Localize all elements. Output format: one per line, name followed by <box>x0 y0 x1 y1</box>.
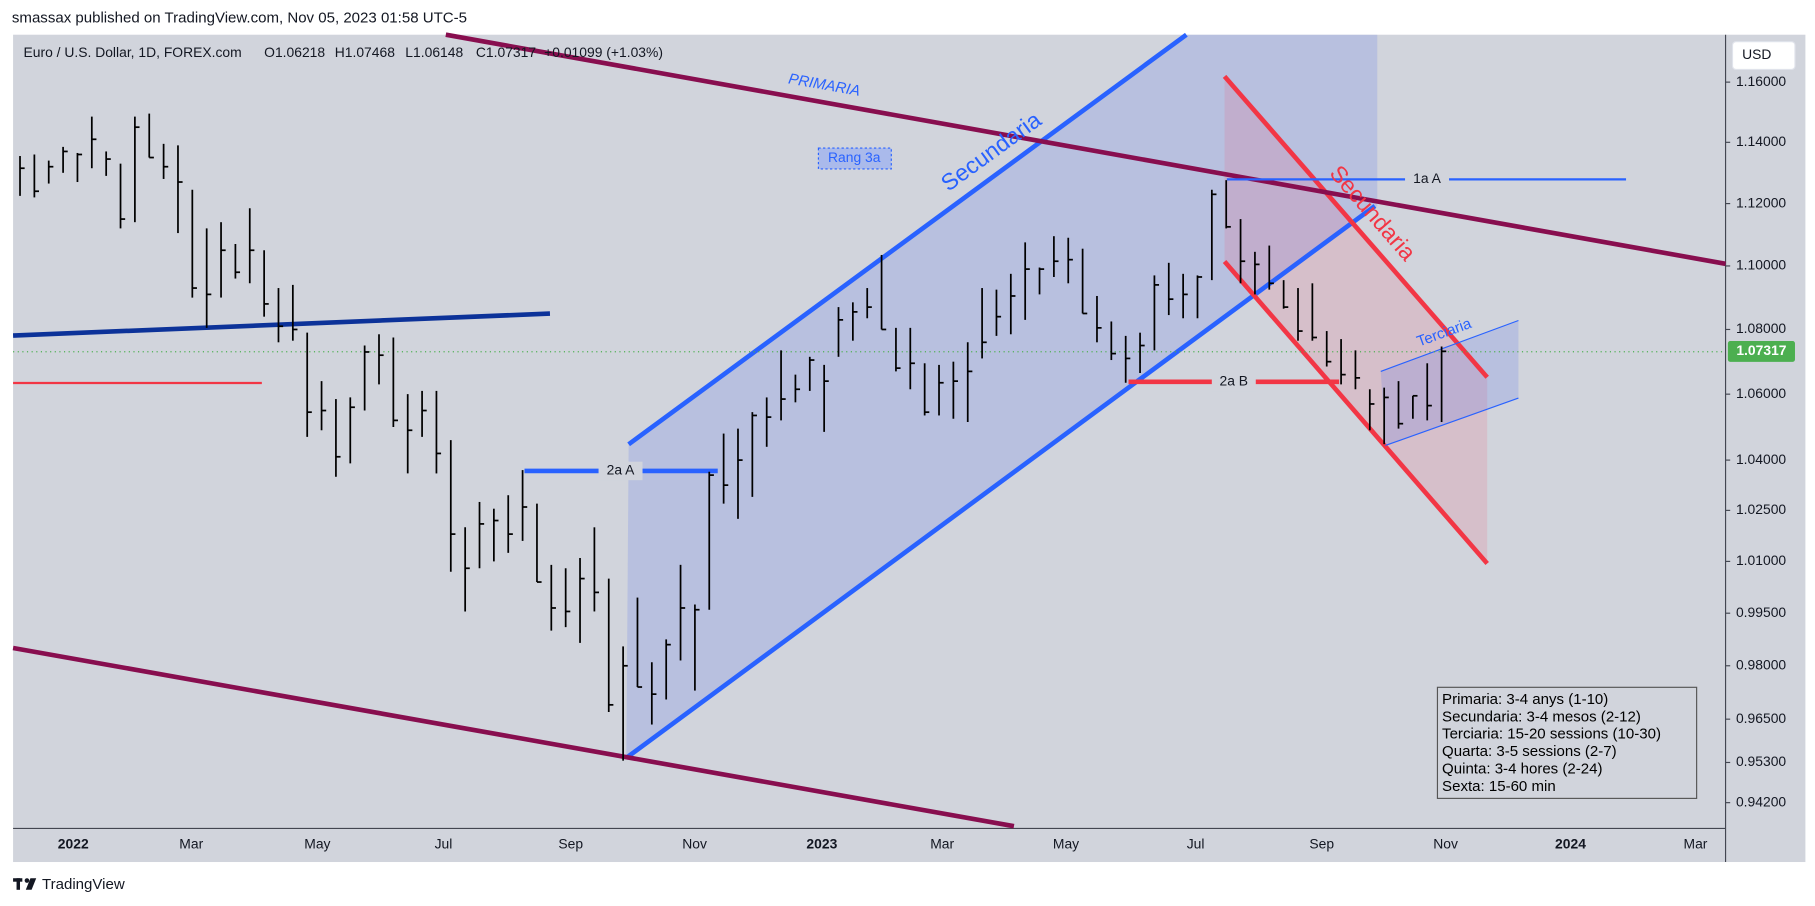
annotation: Rang 3a <box>828 149 881 165</box>
readout-value: O1.06218 <box>264 44 325 60</box>
readout-value: +0.01099 (+1.03%) <box>544 44 663 60</box>
y-tick-label: 1.02500 <box>1736 501 1786 517</box>
footer-brand: TradingView <box>42 876 125 893</box>
axes: 1.16000 1.14000 1.12000 1.10000 1.08000 1.060… <box>58 73 1795 851</box>
y-tick-label: 0.99500 <box>1736 604 1786 620</box>
tertiary-upper <box>1380 319 1519 372</box>
x-tick-label: Jul <box>1187 835 1205 851</box>
secondary-lower <box>624 204 1377 760</box>
x-tick-label: Nov <box>1433 835 1458 851</box>
x-tick-label: May <box>1053 835 1079 851</box>
secondary-channel-fill <box>626 34 1378 758</box>
readout: O1.06218 H1.07468 L1.06148 C1.07317 +0.01099… <box>264 44 663 60</box>
red-channel-fill <box>1224 76 1488 564</box>
range-box <box>817 147 892 170</box>
y-tick-label: 1.14000 <box>1736 133 1786 149</box>
logo-part <box>16 878 21 890</box>
note: Primaria: 3-4 anys (1-10) <box>1442 691 1608 708</box>
notes-box <box>1436 686 1698 799</box>
notes: Primaria: 3-4 anys (1-10)Secundaria: 3-4… <box>1442 691 1661 795</box>
x-tick-label: May <box>304 835 330 851</box>
publisher: smassax published on TradingView.com, No… <box>12 9 467 26</box>
label-bg <box>598 461 643 481</box>
y-tick-label: 1.08000 <box>1736 320 1786 336</box>
x-tick-label: Mar <box>179 835 203 851</box>
y-tick-label: 1.06000 <box>1736 385 1786 401</box>
x-tick-label: 2024 <box>1555 835 1586 851</box>
spacer <box>629 444 722 471</box>
note: Sexta: 15-60 min <box>1442 778 1556 795</box>
readout-value: C1.07317 <box>476 44 536 60</box>
logo-part <box>25 878 37 890</box>
currency[interactable]: USD <box>1742 46 1771 62</box>
primary-lower <box>12 645 1015 829</box>
readout-value: H1.07468 <box>335 44 395 60</box>
y-tick-label: 0.94200 <box>1736 793 1786 809</box>
red-lower <box>1222 259 1489 566</box>
note: Quarta: 3-5 sessions (2-7) <box>1442 743 1617 760</box>
y-tick-label: 1.04000 <box>1736 451 1786 467</box>
annotation: 2a B <box>1220 373 1249 389</box>
y-tick-label: 1.16000 <box>1736 73 1786 89</box>
y-tick-label: 1.01000 <box>1736 552 1786 568</box>
logo-part <box>24 878 30 883</box>
label-bg <box>1211 372 1256 392</box>
readout-value: L1.06148 <box>405 44 463 60</box>
red-upper <box>1222 74 1489 379</box>
note: Secundaria: 3-4 mesos (2-12) <box>1442 708 1641 725</box>
drawings <box>12 32 1726 829</box>
x-tick-label: Sep <box>1309 835 1334 851</box>
support-line <box>12 311 551 338</box>
x-tick-label: Sep <box>558 835 583 851</box>
primary-upper <box>445 32 1726 267</box>
y-tick-label: 1.10000 <box>1736 257 1786 273</box>
last-price-marker <box>1727 341 1795 362</box>
annotation: 2a A <box>607 462 636 478</box>
currency-button[interactable] <box>1731 41 1796 71</box>
note: Terciaria: 15-20 sessions (10-30) <box>1442 726 1661 743</box>
label-bg <box>1405 170 1450 189</box>
x-tick-label: Mar <box>930 835 954 851</box>
secondary-upper <box>627 32 1188 447</box>
x-tick-label: 2023 <box>806 835 837 851</box>
tertiary-channel-fill <box>1380 320 1519 446</box>
symbol: Euro / U.S. Dollar, 1D, FOREX.com <box>23 44 241 60</box>
x-tick-label: Mar <box>1684 835 1708 851</box>
last-price-label: 1.07317 <box>1736 342 1786 358</box>
y-tick-label: 0.95300 <box>1736 753 1786 769</box>
note: Quinta: 3-4 hores (2-24) <box>1442 760 1602 777</box>
footer-logo <box>13 878 37 890</box>
y-tick-label: 1.12000 <box>1736 194 1786 210</box>
x-tick-label: Jul <box>435 835 453 851</box>
tertiary-lower <box>1385 397 1519 447</box>
annotation: 1a A <box>1413 170 1442 186</box>
price-bars <box>19 113 1447 761</box>
y-tick-label: 0.98000 <box>1736 656 1786 672</box>
x-tick-label: Nov <box>682 835 707 851</box>
x-tick-label: 2022 <box>58 835 89 851</box>
y-tick-label: 0.96500 <box>1736 710 1786 726</box>
